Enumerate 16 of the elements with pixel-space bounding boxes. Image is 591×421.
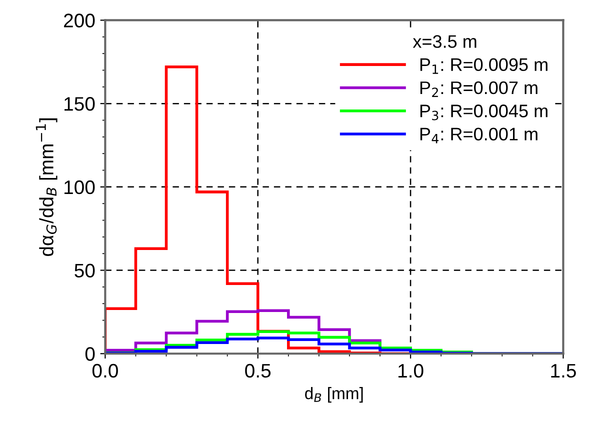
legend-label: P$_{3}$: R=0.0045 m — [420, 104, 548, 120]
legend-label: P$_{1}$: R=0.0095 m — [420, 58, 548, 74]
legend-label: P$_{2}$: R=0.007 m — [420, 81, 538, 97]
x-tick-label: 1.5 — [551, 364, 576, 378]
y-tick-label: 0 — [85, 347, 95, 361]
y-tick-label: 50 — [74, 264, 95, 278]
x-axis-title: d$_{B}$ [mm] — [305, 387, 363, 403]
legend-label: P$_{4}$: R=0.001 m — [420, 128, 538, 144]
y-axis-title: dα$_{G}$/dd$_{B}$ [mm$^{−1}$] — [36, 118, 58, 256]
y-tick-label: 100 — [64, 180, 95, 194]
y-tick-label: 200 — [64, 14, 95, 28]
x-tick-label: 1.0 — [398, 364, 424, 378]
x-tick-label: 0.5 — [245, 364, 271, 378]
legend-title: x=3.5 m — [412, 35, 476, 48]
x-tick-label: 0.0 — [92, 364, 118, 378]
y-tick-label: 150 — [64, 97, 95, 111]
